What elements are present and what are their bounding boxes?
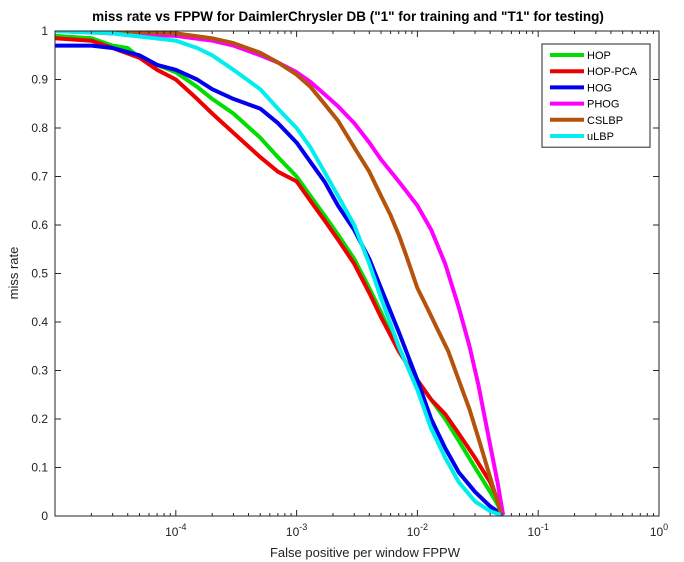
series-line-hog — [55, 43, 503, 516]
legend-label: HOP-PCA — [587, 66, 638, 78]
y-tick-label: 0 — [41, 509, 48, 523]
series-line-phog — [55, 31, 505, 516]
chart-title: miss rate vs FPPW for DaimlerChrysler DB… — [92, 9, 604, 24]
series-line-ulbp — [55, 31, 503, 516]
y-tick-label: 0.1 — [31, 461, 48, 475]
series-lines — [55, 31, 505, 516]
x-tick-label: 10-4 — [165, 522, 186, 539]
legend-label: HOG — [587, 82, 612, 94]
series-line-cslbp — [55, 31, 503, 516]
x-axis-label: False positive per window FPPW — [270, 545, 461, 560]
y-tick-label: 1 — [41, 24, 48, 38]
y-tick-label: 0.4 — [31, 315, 48, 329]
y-tick-label: 0.9 — [31, 73, 48, 87]
legend-label: uLBP — [587, 131, 614, 143]
y-tick-label: 0.2 — [31, 412, 48, 426]
series-line-hop-pca — [55, 36, 503, 516]
x-tick-label: 10-3 — [286, 522, 307, 539]
legend-label: CSLBP — [587, 115, 623, 127]
x-tick-label: 100 — [650, 522, 668, 539]
x-tick-label: 10-1 — [528, 522, 549, 539]
y-tick-label: 0.3 — [31, 364, 48, 378]
y-tick-label: 0.7 — [31, 170, 48, 184]
axis-ticks: 0 0.1 0.2 0.3 0.4 0.5 0.6 0.7 0.8 0.9 1 10-4 10-3 10-… — [31, 24, 668, 539]
y-tick-label: 0.6 — [31, 218, 48, 232]
y-tick-label: 0.8 — [31, 121, 48, 135]
legend-label: PHOG — [587, 99, 619, 111]
legend: HOP HOP-PCA HOG PHOG CSLBP uLBP — [541, 43, 651, 148]
legend-box — [541, 43, 651, 148]
legend-label: HOP — [587, 50, 611, 62]
y-tick-label: 0.5 — [31, 267, 48, 281]
y-axis-label: miss rate — [6, 247, 21, 300]
x-tick-label: 10-2 — [407, 522, 428, 539]
